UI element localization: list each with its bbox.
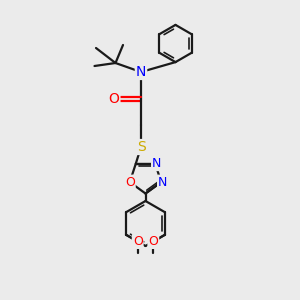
Text: N: N: [136, 65, 146, 79]
Text: O: O: [109, 92, 119, 106]
Text: O: O: [133, 235, 142, 248]
Text: O: O: [125, 176, 135, 189]
Text: O: O: [148, 235, 158, 248]
Text: N: N: [158, 176, 167, 189]
Text: N: N: [152, 157, 161, 170]
Text: S: S: [136, 140, 146, 154]
